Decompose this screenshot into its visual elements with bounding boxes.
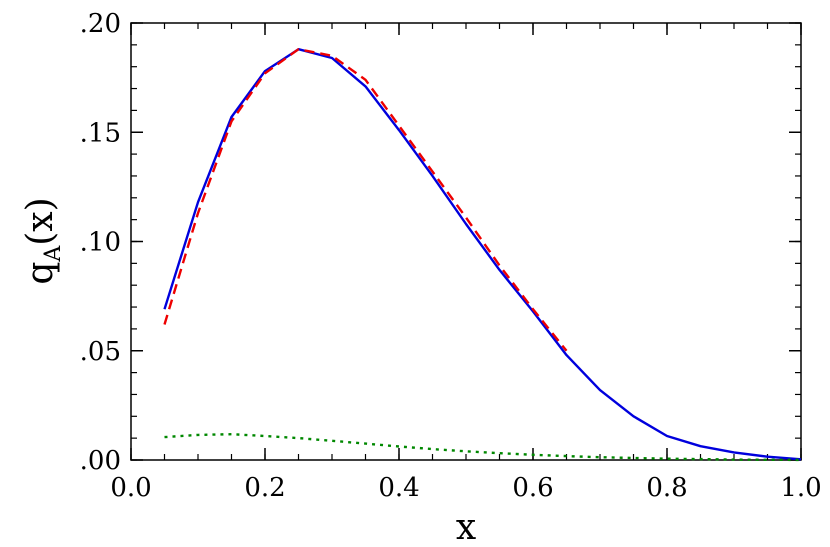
y-axis-title-suffix: (x) <box>20 197 61 245</box>
y-tick-label: .05 <box>80 337 121 367</box>
series-line-dotted <box>164 433 802 462</box>
x-tick-label: 0.4 <box>378 473 419 503</box>
x-tick-label: 1.0 <box>780 473 821 503</box>
x-axis-title: x <box>456 507 476 547</box>
y-tick-label: .20 <box>80 9 121 39</box>
svg-text:qA(x): qA(x) <box>20 197 66 284</box>
x-tick-label: 0.0 <box>110 473 151 503</box>
x-tick-label: 0.6 <box>512 473 553 503</box>
series-line-solid <box>163 48 802 461</box>
x-tick-label: 0.8 <box>646 473 687 503</box>
y-axis-title: qA(x) <box>20 197 66 284</box>
y-axis-title-main: q <box>20 262 61 285</box>
y-tick-label: .00 <box>80 446 121 476</box>
y-tick-label: .10 <box>80 228 121 258</box>
y-tick-label: .15 <box>80 118 121 148</box>
x-tick-label: 0.2 <box>244 473 285 503</box>
plot-frame <box>130 22 802 461</box>
x-tick-labels: 0.0 0.2 0.4 0.6 0.8 1.0 <box>110 473 821 503</box>
y-tick-labels: .00 .05 .10 .15 .20 <box>80 9 121 476</box>
axis-ticks <box>130 22 802 461</box>
series-line-dashed <box>163 48 568 352</box>
y-axis-title-subscript: A <box>41 245 66 263</box>
series-layer <box>163 48 802 462</box>
